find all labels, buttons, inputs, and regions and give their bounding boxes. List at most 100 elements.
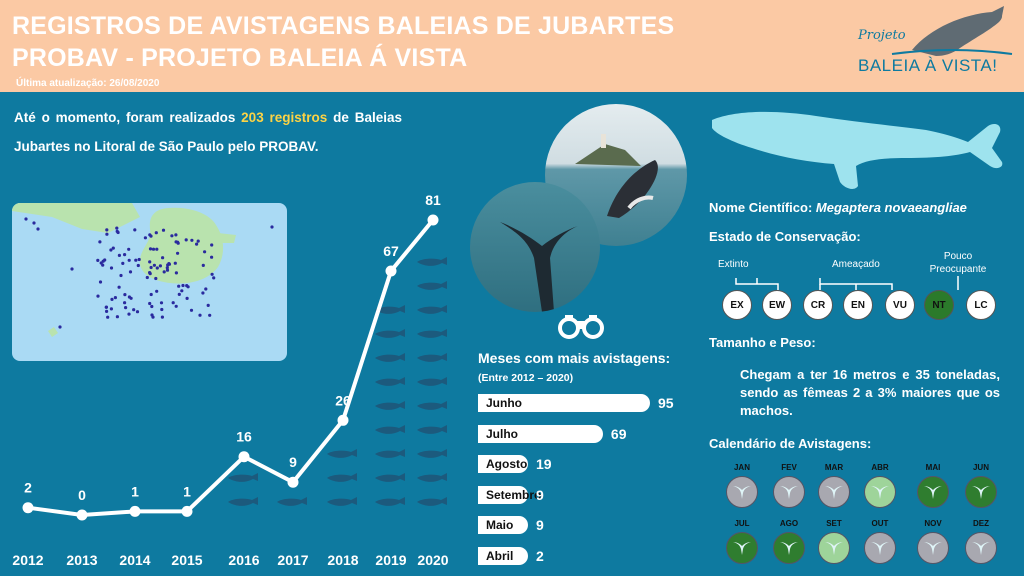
sighting-dot: [189, 308, 194, 312]
sighting-dot: [115, 229, 119, 233]
sighting-dot: [165, 268, 170, 272]
calendar-month-label: AGO: [779, 519, 799, 528]
sighting-dot: [210, 272, 214, 276]
sighting-dot: [111, 246, 115, 250]
month-bar: [478, 516, 528, 534]
map-graphic: [12, 203, 274, 337]
sighting-dot: [32, 221, 36, 225]
conservation-status-ex: EX: [722, 290, 752, 320]
intro-text-2: de Baleias Jubartes no Litoral de São Pa…: [14, 110, 402, 154]
sightings-value-label: 9: [289, 454, 297, 470]
sighting-dot: [201, 291, 205, 295]
sighting-dot: [148, 233, 152, 237]
photo-tail-graphic: [500, 222, 578, 312]
sighting-dot: [177, 292, 181, 296]
sighting-dot: [208, 313, 212, 317]
months-chart-title: Meses com mais avistagens:: [478, 350, 671, 366]
month-bar: [478, 394, 650, 412]
month-bar-value: 2: [536, 547, 544, 564]
month-bar-label: Julho: [486, 426, 518, 441]
whale-count-icon: [417, 401, 447, 410]
sighting-dot: [109, 266, 114, 270]
calendar-month-label: MAI: [925, 463, 941, 472]
sighting-dot: [105, 228, 109, 232]
sightings-point: [238, 451, 250, 463]
calendar-month-label: JUL: [734, 519, 750, 528]
conservation-status-nt: NT: [924, 290, 954, 320]
conservation-status-lc: LC: [966, 290, 996, 320]
whale-count-icon: [375, 449, 405, 458]
sighting-dot: [123, 293, 127, 297]
intro-paragraph: Até o momento, foram realizados 203 regi…: [14, 103, 402, 161]
sighting-dot: [150, 304, 154, 309]
sightings-point: [427, 214, 439, 226]
calendar-month: JAN: [716, 462, 768, 508]
sighting-dot: [70, 267, 74, 271]
conservation-extinct-label: Extinto: [718, 259, 749, 270]
month-bar-label: Setembro: [486, 487, 542, 502]
month-bar: [478, 485, 528, 504]
whale-count-icon: [228, 497, 258, 506]
sighting-dot: [109, 248, 113, 252]
sighting-dot: [210, 243, 214, 247]
calendar-label: Calendário de Avistagens:: [709, 436, 872, 451]
sightings-value-label: 67: [383, 243, 399, 259]
calendar-month: DEZ: [955, 518, 1007, 564]
month-bar-label: Abril: [486, 548, 514, 563]
sighting-dot: [162, 270, 166, 274]
size-label: Tamanho e Peso:: [709, 335, 816, 350]
sightings-point: [385, 265, 397, 277]
month-bar-value: 9: [536, 486, 544, 503]
year-tick-label: 2016: [228, 552, 259, 568]
calendar-month-label: DEZ: [973, 519, 989, 528]
whale-tail-icon: [965, 476, 997, 508]
year-tick-label: 2015: [171, 552, 202, 568]
whale-count-icon: [417, 353, 447, 362]
sighting-dot: [104, 305, 108, 309]
page-title-line2: PROBAV - PROJETO BALEIA Á VISTA: [12, 44, 468, 72]
sighting-dot: [201, 263, 205, 267]
whale-count-icon: [375, 353, 405, 362]
sighting-dot: [161, 228, 166, 232]
sighting-dot: [155, 289, 159, 293]
whale-tail-icon: [818, 532, 850, 564]
sighting-dot: [149, 292, 153, 297]
sighting-dot: [176, 251, 180, 255]
sighting-dot: [136, 263, 140, 268]
sightings-map: [12, 203, 287, 361]
sightings-value-label: 26: [335, 392, 351, 408]
sighting-dot: [190, 238, 194, 242]
whale-count-icon: [417, 305, 447, 314]
sighting-dot: [99, 261, 103, 265]
sighting-dot: [151, 247, 156, 251]
sighting-dot: [185, 284, 189, 288]
calendar-month: JUL: [716, 518, 768, 564]
whale-count-icon: [375, 329, 405, 338]
month-bar-value: 9: [536, 517, 544, 533]
calendar-month-label: SET: [826, 519, 842, 528]
sighting-dot: [181, 283, 185, 288]
whale-count-icon: [417, 425, 447, 434]
sighting-dot: [36, 227, 40, 231]
sighting-dot: [173, 261, 177, 265]
whale-count-icon: [327, 449, 357, 458]
sighting-dot: [171, 301, 175, 305]
sighting-dot: [113, 296, 117, 300]
calendar-month: MAR: [808, 462, 860, 508]
year-tick-label: 2020: [417, 552, 448, 568]
year-tick-label: 2017: [277, 552, 308, 568]
sighting-dot: [174, 304, 178, 308]
whale-count-icon: [417, 449, 447, 458]
whale-count-icon: [417, 377, 447, 386]
sighting-dot: [270, 225, 274, 229]
whale-count-icon: [417, 281, 447, 290]
sighting-dot: [176, 241, 180, 245]
calendar-month-label: JUN: [972, 463, 989, 472]
photo-breach-graphic: [575, 134, 658, 218]
sighting-dot: [121, 261, 125, 265]
sighting-dot: [98, 280, 103, 284]
whale-count-icon: [327, 497, 357, 506]
sighting-dot: [152, 263, 156, 267]
sighting-dot: [127, 247, 131, 251]
whale-tail-icon: [864, 532, 896, 564]
